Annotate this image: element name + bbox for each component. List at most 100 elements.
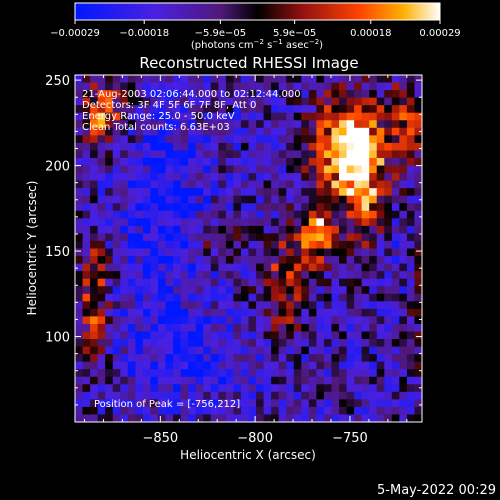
- heatmap-cell: [256, 256, 265, 265]
- heatmap-cell: [135, 218, 144, 227]
- heatmap-cell: [414, 105, 422, 114]
- heatmap-cell: [323, 188, 333, 197]
- heatmap-cell: [399, 406, 408, 416]
- heatmap-cell: [339, 361, 348, 370]
- heatmap-cell: [248, 391, 257, 400]
- heatmap-cell: [391, 248, 400, 257]
- heatmap-cell: [180, 339, 189, 348]
- heatmap-cell: [173, 286, 182, 295]
- heatmap-cell: [301, 127, 310, 136]
- heatmap-cell: [399, 180, 408, 189]
- heatmap-cell: [173, 399, 182, 408]
- heatmap-cell: [105, 346, 114, 355]
- heatmap-cell: [173, 135, 182, 144]
- heatmap-cell: [120, 278, 129, 287]
- heatmap-cell: [361, 120, 370, 129]
- heatmap-cell: [248, 127, 257, 136]
- heatmap-cell: [97, 82, 106, 91]
- heatmap-cell: [135, 90, 144, 99]
- heatmap-cell: [271, 248, 280, 257]
- heatmap-cell: [75, 240, 84, 250]
- heatmap-cell: [354, 240, 363, 250]
- heatmap-cell: [323, 203, 333, 212]
- heatmap-cell: [301, 203, 310, 212]
- heatmap-cell: [263, 180, 272, 189]
- heatmap-cell: [376, 414, 385, 422]
- heatmap-cell: [399, 218, 408, 227]
- heatmap-cell: [127, 346, 136, 355]
- heatmap-cell: [180, 218, 189, 227]
- heatmap-cell: [188, 188, 197, 197]
- heatmap-cell: [225, 233, 235, 242]
- heatmap-cell: [293, 90, 302, 99]
- heatmap-cell: [376, 376, 385, 385]
- heatmap-cell: [180, 384, 189, 393]
- heatmap-cell: [406, 376, 416, 385]
- heatmap-cell: [346, 90, 355, 99]
- heatmap-cell: [316, 339, 325, 348]
- heatmap-cell: [157, 150, 167, 159]
- heatmap-cell: [165, 135, 174, 144]
- heatmap-cell: [195, 203, 204, 212]
- heatmap-cell: [105, 142, 114, 152]
- heatmap-cell: [339, 210, 348, 219]
- heatmap-cell: [150, 180, 159, 189]
- heatmap-cell: [278, 150, 287, 159]
- heatmap-cell: [263, 150, 272, 159]
- heatmap-cell: [263, 278, 272, 287]
- heatmap-cell: [331, 82, 340, 91]
- heatmap-cell: [180, 180, 189, 189]
- heatmap-cell: [233, 90, 242, 99]
- heatmap-cell: [301, 90, 310, 99]
- heatmap-cell: [165, 157, 174, 167]
- heatmap-cell: [218, 339, 227, 348]
- heatmap-cell: [354, 218, 363, 227]
- heatmap-cell: [150, 120, 159, 129]
- heatmap-cell: [157, 308, 167, 317]
- heatmap-cell: [203, 157, 212, 167]
- heatmap-cell: [105, 263, 114, 272]
- heatmap-cell: [112, 210, 121, 219]
- heatmap-cell: [406, 105, 416, 114]
- heatmap-cell: [278, 384, 287, 393]
- heatmap-cell: [188, 225, 197, 235]
- heatmap-cell: [256, 97, 265, 106]
- heatmap-cell: [278, 346, 287, 355]
- heatmap-cell: [384, 75, 393, 84]
- heatmap-cell: [157, 406, 167, 416]
- heatmap-cell: [75, 384, 84, 393]
- heatmap-cell: [301, 173, 310, 182]
- heatmap-cell: [346, 142, 355, 152]
- heatmap-cell: [331, 331, 340, 340]
- heatmap-cell: [188, 203, 197, 212]
- heatmap-cell: [369, 165, 378, 174]
- heatmap-cell: [157, 218, 167, 227]
- heatmap-cell: [203, 301, 212, 310]
- heatmap-cell: [391, 97, 400, 106]
- heatmap-cell: [323, 135, 333, 144]
- heatmap-cell: [218, 361, 227, 370]
- heatmap-cell: [339, 354, 348, 363]
- heatmap-cell: [346, 286, 355, 295]
- heatmap-cell: [391, 120, 400, 129]
- heatmap-cell: [142, 286, 152, 295]
- heatmap-cell: [90, 90, 99, 99]
- heatmap-cell: [293, 218, 302, 227]
- heatmap-cell: [90, 195, 99, 204]
- heatmap-cell: [406, 173, 416, 182]
- heatmap-cell: [339, 203, 348, 212]
- heatmap-cell: [361, 323, 370, 333]
- heatmap-cell: [82, 120, 91, 129]
- heatmap-cell: [369, 82, 378, 91]
- heatmap-cell: [97, 278, 106, 287]
- heatmap-cell: [369, 97, 378, 106]
- heatmap-cell: [195, 278, 204, 287]
- heatmap-cell: [308, 240, 317, 250]
- heatmap-cell: [90, 331, 99, 340]
- heatmap-cell: [384, 180, 393, 189]
- heatmap-cell: [142, 165, 152, 174]
- heatmap-cell: [195, 157, 204, 167]
- heatmap-cell: [308, 263, 317, 272]
- heatmap-cell: [120, 339, 129, 348]
